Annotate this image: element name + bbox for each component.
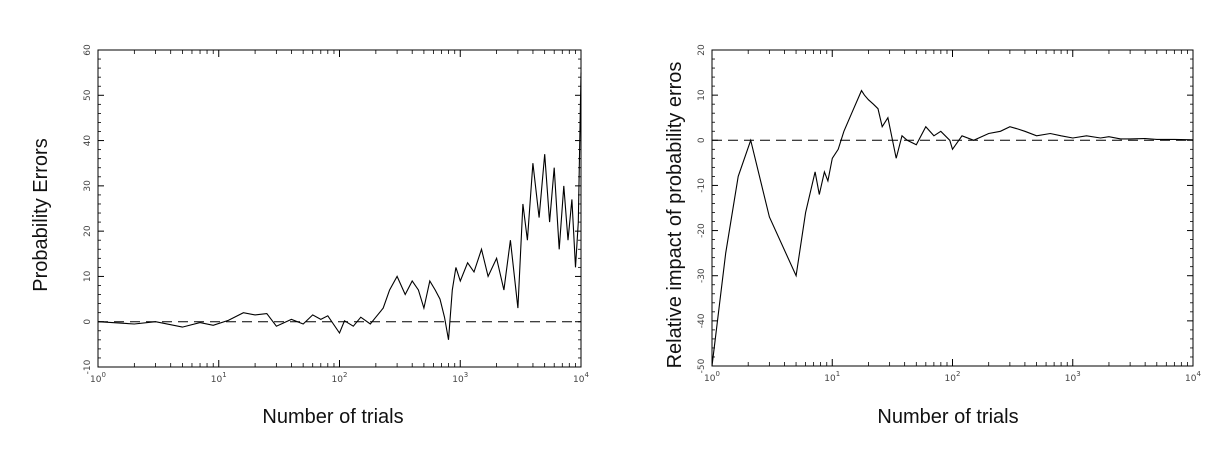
- y-axis-title: Relative impact of probability erros: [664, 62, 686, 369]
- y-tick-label: -10: [83, 359, 93, 374]
- y-tick-label: 40: [83, 135, 93, 147]
- y-tick-label: 50: [83, 89, 93, 101]
- y-tick-label: -20: [697, 223, 707, 238]
- y-ticks: -10 0 10 20 30 40 50 60: [83, 44, 581, 374]
- series-line: [97, 72, 582, 340]
- x-tick-label: 101: [211, 371, 227, 385]
- chart-probability-errors: -10 0 10 20 30 40 50 60 100 101 102 103 104 Number …: [30, 44, 589, 428]
- y-tick-label: 60: [83, 44, 93, 56]
- y-axis-title: Probability Errors: [30, 138, 52, 291]
- x-axis-title: Number of trials: [877, 406, 1018, 428]
- series-line: [711, 89, 1194, 367]
- x-tick-label: 101: [824, 370, 840, 384]
- y-ticks: -50 -40 -30 -20 -10 0 10 20: [697, 44, 1193, 373]
- y-tick-label: 0: [83, 319, 93, 325]
- y-tick-label: -30: [697, 268, 707, 283]
- y-tick-label: 30: [83, 180, 93, 192]
- x-tick-label: 102: [332, 371, 348, 385]
- x-tick-label: 104: [573, 371, 589, 385]
- y-tick-label: -40: [697, 313, 707, 328]
- plot-frame: [97, 49, 582, 368]
- y-tick-label: 10: [83, 270, 93, 282]
- y-tick-label: 20: [83, 225, 93, 237]
- x-ticks: 100 101 102 103 104: [704, 50, 1201, 384]
- chart-relative-impact: -50 -40 -30 -20 -10 0 10 20 100 101 102 103 104 Num…: [664, 44, 1201, 428]
- x-tick-label: 102: [945, 370, 961, 384]
- y-tick-label: -10: [697, 178, 707, 193]
- plot-frame: [711, 49, 1194, 367]
- y-tick-label: 10: [697, 89, 707, 101]
- x-tick-label: 100: [704, 370, 720, 384]
- x-axis-title: Number of trials: [262, 406, 403, 428]
- y-tick-label: 20: [697, 44, 707, 56]
- y-tick-label: -50: [697, 358, 707, 373]
- y-tick-label: 0: [697, 137, 707, 143]
- x-tick-label: 103: [1065, 370, 1081, 384]
- x-tick-label: 103: [452, 371, 468, 385]
- x-tick-label: 100: [90, 371, 106, 385]
- x-ticks: 100 101 102 103 104: [90, 50, 589, 385]
- x-tick-label: 104: [1185, 370, 1201, 384]
